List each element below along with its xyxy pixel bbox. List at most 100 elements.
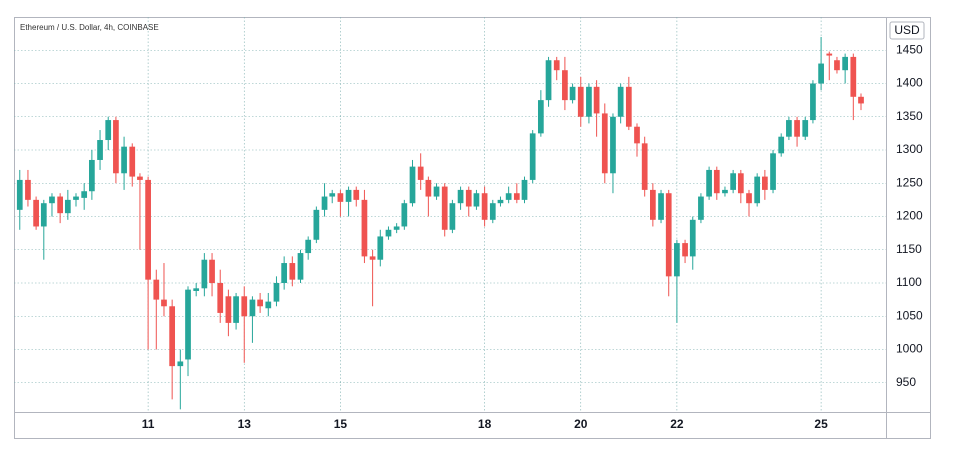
candle-body (634, 126, 640, 144)
candle-body (562, 70, 568, 101)
y-tick-label: 1200 (896, 209, 923, 223)
candle-body (858, 96, 864, 104)
candle-body (193, 288, 200, 291)
x-tick-label: 11 (142, 417, 155, 431)
candle-body (89, 159, 95, 192)
x-tick-label: 22 (670, 417, 684, 431)
candle-body (553, 60, 560, 71)
candle-body (417, 166, 424, 180)
candle-body (593, 86, 600, 114)
y-tick-label: 1000 (896, 342, 923, 356)
y-tick-label: 1150 (896, 242, 922, 256)
candle-body (850, 56, 857, 97)
candle-body (289, 263, 296, 280)
candle-body (313, 209, 320, 240)
candle-body (786, 120, 792, 137)
candle-body (177, 361, 184, 367)
candle-body (505, 193, 512, 200)
candle-body (465, 189, 472, 207)
candle-body (577, 86, 584, 117)
candle-body (137, 176, 143, 180)
candle-body (345, 189, 352, 202)
candle-body (241, 296, 248, 317)
candle-body (457, 189, 464, 204)
candle-body (209, 259, 215, 283)
candle-body (713, 169, 720, 194)
candle-body (537, 100, 544, 134)
y-tick-label: 1300 (896, 142, 923, 156)
candle-body (281, 263, 288, 283)
candle-body (682, 243, 688, 257)
candle-body (698, 196, 704, 220)
candle-body (233, 296, 239, 323)
candle-body (369, 256, 376, 260)
candle-body (153, 279, 160, 300)
candle-body (49, 196, 55, 204)
y-tick-label: 1350 (896, 109, 923, 123)
y-tick-label: 1050 (896, 308, 923, 322)
candle-body (746, 193, 752, 204)
candle-body (145, 179, 151, 280)
candle-body (770, 153, 776, 190)
candle-body (521, 179, 528, 200)
candle-body (802, 120, 809, 137)
candle-body (361, 199, 368, 257)
candle-body (610, 116, 616, 174)
candle-body (473, 193, 480, 207)
candle-body (545, 60, 552, 101)
y-tick-label: 1100 (896, 275, 922, 289)
candle-body (617, 86, 624, 117)
candle-body (105, 120, 112, 141)
candle-body (737, 173, 744, 194)
candle-body (273, 282, 280, 302)
candle-body (401, 203, 408, 227)
y-axis-label: USD (894, 23, 920, 37)
candle-body (16, 179, 23, 210)
candle-body (161, 299, 167, 307)
candle-body (641, 143, 648, 190)
candle-body (257, 299, 263, 307)
candle-body (265, 301, 272, 309)
candle-body (754, 176, 761, 204)
candle-body (513, 193, 520, 200)
candle-body (97, 140, 103, 160)
x-tick-label: 18 (478, 417, 492, 431)
candle-body (393, 226, 400, 230)
candle-body (658, 193, 664, 220)
candle-body (73, 196, 79, 200)
candle-body (385, 229, 392, 237)
candle-body (794, 120, 800, 137)
candle-body (201, 259, 208, 289)
chart-title: Ethereum / U.S. Dollar, 4h, COINBASE (20, 23, 159, 32)
candle-body (297, 253, 304, 280)
x-tick-label: 25 (814, 417, 828, 431)
candle-body (706, 169, 712, 197)
candle-body (81, 191, 88, 198)
candle-body (433, 186, 440, 197)
candle-body (689, 219, 696, 257)
candle-body (601, 113, 608, 174)
candle-body (329, 193, 336, 197)
candle-body (649, 189, 656, 220)
x-tick-label: 20 (574, 417, 588, 431)
chart-frame (14, 17, 931, 439)
candle-body (722, 189, 728, 194)
candle-body (569, 86, 576, 101)
candle-body (449, 203, 456, 230)
currency-box (889, 21, 925, 40)
candle-body (353, 189, 360, 200)
candle-body (249, 299, 256, 317)
candle-body (674, 243, 680, 277)
candle-body (57, 196, 64, 214)
candle-body (113, 120, 119, 174)
candle-body (665, 193, 672, 277)
candle-body (217, 282, 224, 313)
y-tick-label: 1450 (896, 42, 923, 56)
y-tick-label: 950 (896, 375, 916, 389)
candle-body (129, 146, 136, 177)
candle-body (818, 63, 824, 84)
x-tick-label: 13 (238, 417, 252, 431)
candle-body (810, 83, 816, 121)
y-tick-label: 1400 (896, 76, 923, 90)
